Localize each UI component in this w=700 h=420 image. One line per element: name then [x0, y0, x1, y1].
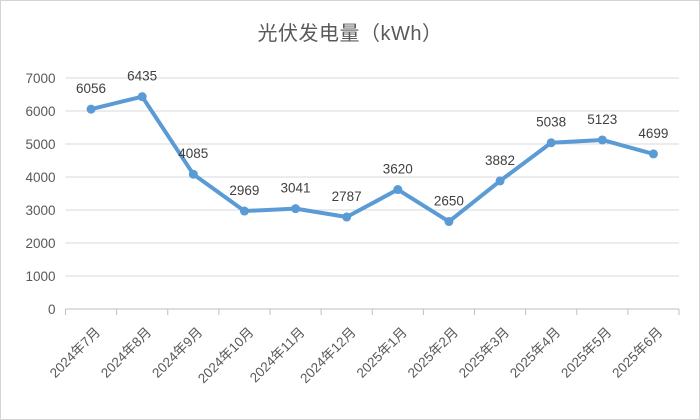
- data-point-marker: [648, 149, 658, 159]
- data-point-label: 3041: [281, 181, 311, 196]
- data-point-marker: [393, 185, 403, 195]
- data-point-marker: [342, 212, 352, 222]
- x-tick-label: 2024年8月: [98, 325, 154, 381]
- y-tick-label: 7000: [25, 71, 55, 86]
- x-tick-label: 2025年4月: [507, 325, 563, 381]
- series-line: [89, 94, 656, 224]
- x-tick-label: 2025年6月: [609, 325, 665, 381]
- chart-title: 光伏发电量（kWh）: [257, 23, 443, 45]
- data-point-label: 3620: [383, 162, 413, 177]
- data-point-label: 2787: [332, 189, 362, 204]
- data-point-marker: [137, 92, 147, 102]
- data-point-label: 4085: [178, 146, 208, 161]
- x-tick-label: 2025年2月: [405, 325, 461, 381]
- y-tick-label: 1000: [25, 269, 55, 284]
- data-point-label: 4699: [638, 126, 668, 141]
- data-point-marker: [188, 169, 198, 179]
- data-point-marker: [86, 104, 96, 114]
- data-point-label: 2969: [229, 183, 259, 198]
- y-tick-label: 4000: [25, 170, 55, 185]
- data-point-marker: [239, 206, 249, 216]
- data-point-marker: [291, 204, 301, 214]
- data-point-marker: [444, 217, 454, 227]
- y-tick-label: 0: [48, 302, 56, 317]
- data-point-label: 6435: [127, 69, 157, 84]
- y-tick-label: 3000: [25, 203, 55, 218]
- x-tick-label: 2025年3月: [456, 325, 512, 381]
- data-point-marker: [597, 135, 607, 145]
- x-tick-label: 2024年7月: [47, 325, 103, 381]
- data-point-label: 2650: [434, 194, 464, 209]
- data-point-label: 3882: [485, 153, 515, 168]
- data-point-marker: [495, 176, 505, 186]
- x-tick-label: 2025年5月: [558, 325, 614, 381]
- x-tick-label: 2024年12月: [297, 325, 359, 387]
- y-tick-label: 6000: [25, 104, 55, 119]
- y-tick-label: 2000: [25, 236, 55, 251]
- data-point-label: 5123: [587, 112, 617, 127]
- data-point-label: 6056: [76, 81, 106, 96]
- x-tick-label: 2025年1月: [354, 325, 410, 381]
- x-tick-label: 2024年10月: [195, 325, 257, 387]
- data-point-marker: [546, 138, 556, 148]
- y-tick-label: 5000: [25, 137, 55, 152]
- data-point-label: 5038: [536, 115, 566, 130]
